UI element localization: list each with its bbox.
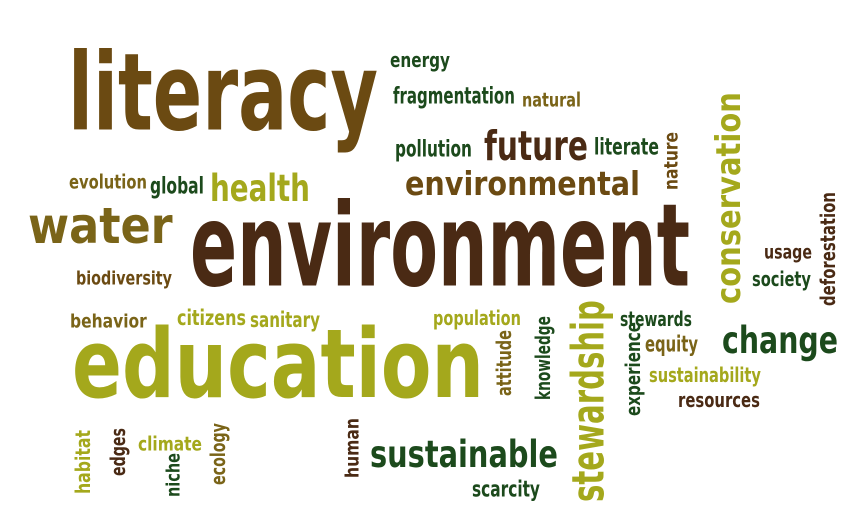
word-biodiversity: biodiversity [76,266,172,288]
word-environment: environment [190,180,690,313]
word-water: water [28,198,173,256]
word-habitat: habitat [72,430,96,494]
word-nature: nature [661,132,683,190]
word-behavior: behavior [70,311,147,333]
word-sustainability: sustainability [649,364,761,388]
word-population: population [433,308,521,331]
word-human: human [342,418,364,478]
word-climate: climate [138,434,202,456]
word-stewards: stewards [620,309,692,332]
word-deforestation: deforestation [817,192,841,306]
word-environmental: environmental [405,167,640,204]
word-usage: usage [764,242,812,263]
word-pollution: pollution [395,135,472,162]
word-sustainable: sustainable [370,432,558,476]
word-global: global [150,172,204,199]
word-conservation: conservation [710,92,749,304]
word-society: society [752,268,811,292]
word-niche: niche [162,453,184,497]
word-experience: experience [622,322,646,416]
word-citizens: citizens [177,307,246,331]
word-health: health [210,166,310,210]
word-sanitary: sanitary [250,308,320,332]
word-ecology: ecology [208,423,231,485]
word-attitude: attitude [494,330,517,396]
word-literate: literate [594,133,659,160]
word-equity: equity [645,332,698,358]
word-stewardship: stewardship [562,300,614,502]
word-fragmentation: fragmentation [393,82,515,109]
word-evolution: evolution [69,171,147,194]
word-change: change [722,318,838,362]
word-literacy: literacy [68,30,378,155]
word-knowledge: knowledge [532,316,556,400]
word-energy: energy [390,49,450,73]
word-edges: edges [108,428,131,476]
word-resources: resources [678,389,760,413]
word-scarcity: scarcity [472,476,540,503]
word-future: future [484,123,588,170]
word-natural: natural [522,89,581,112]
word-education: education [72,310,484,421]
